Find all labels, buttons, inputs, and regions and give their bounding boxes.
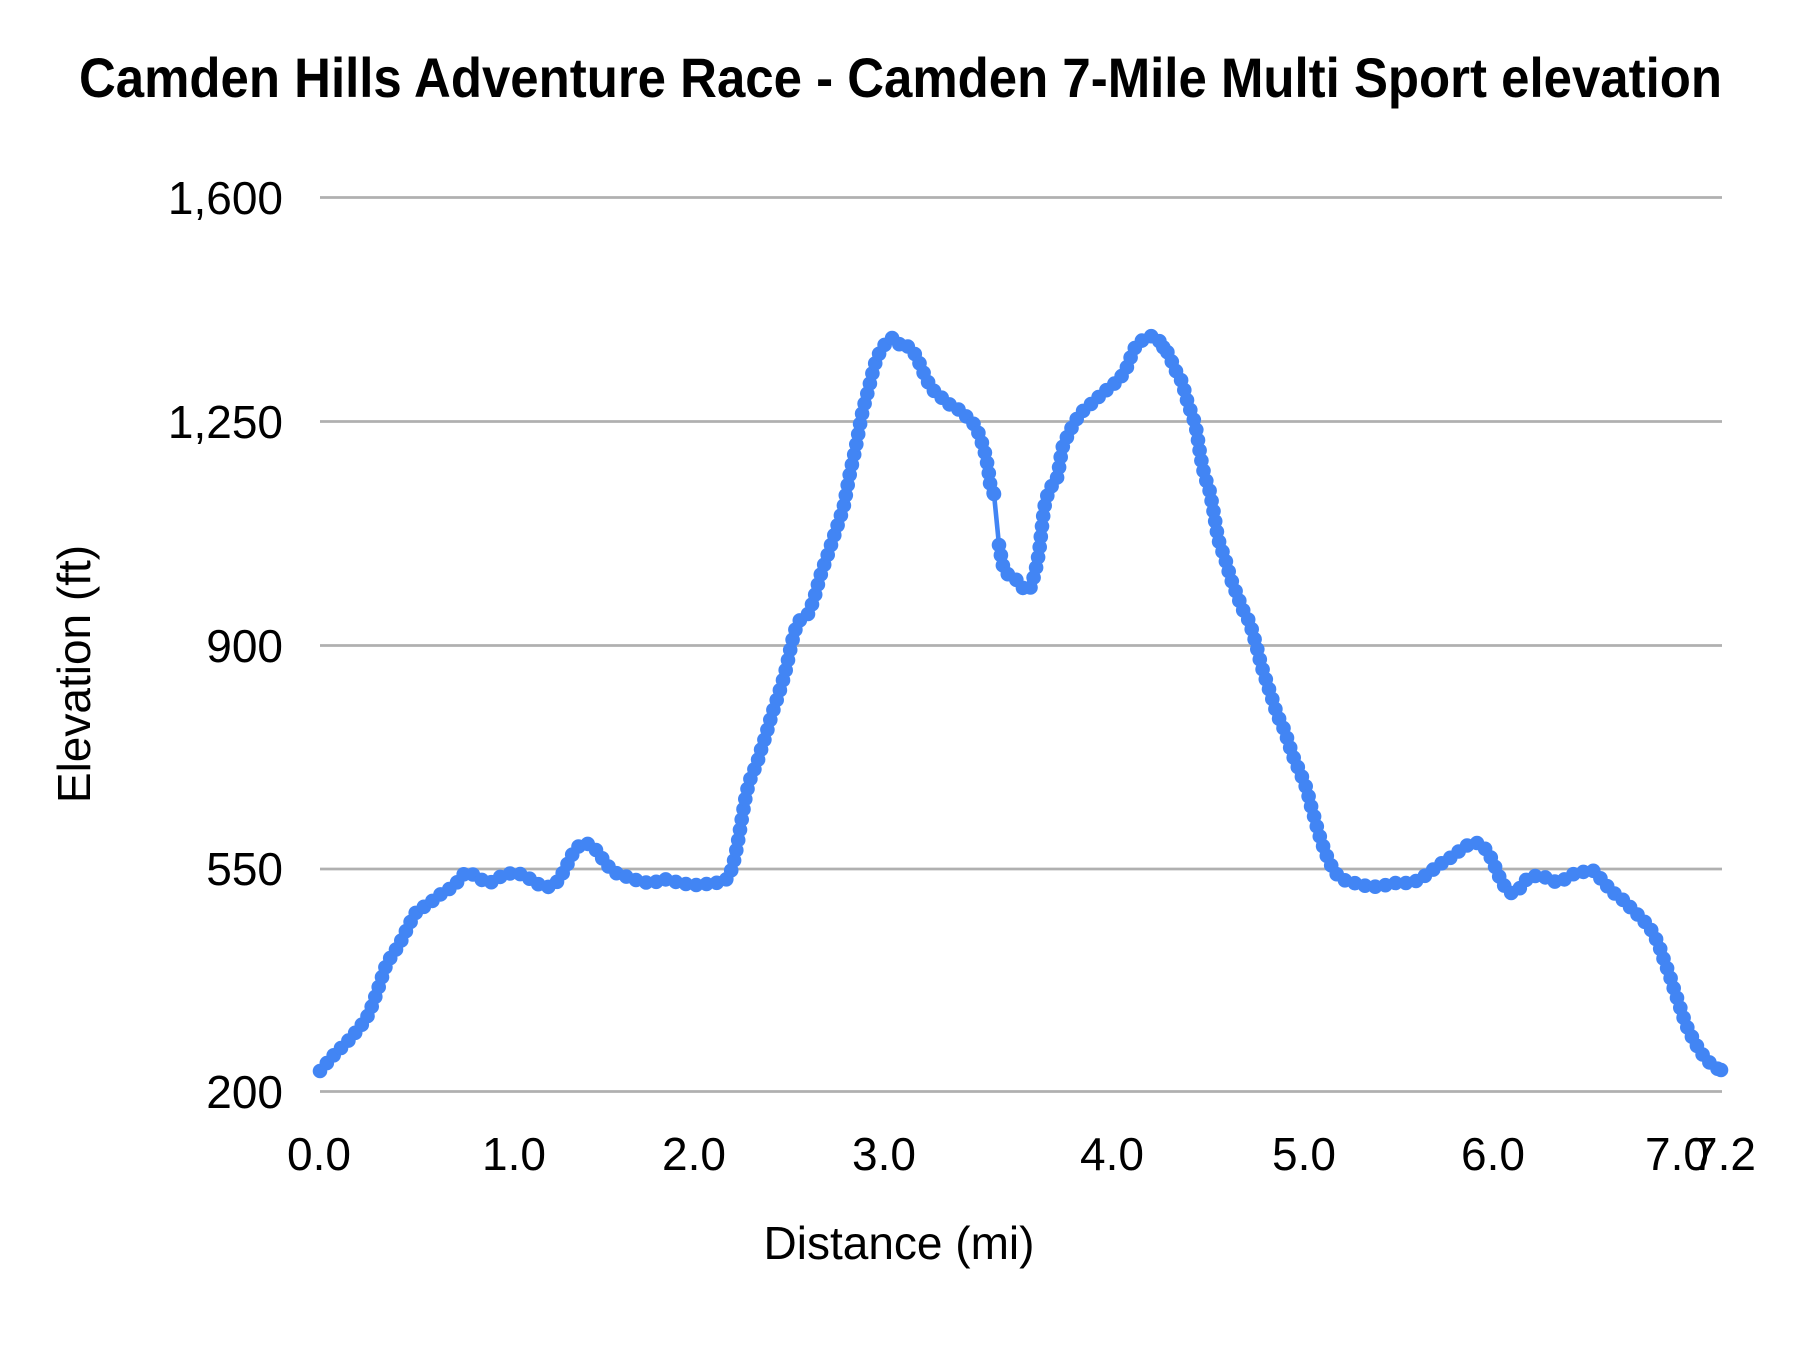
svg-text:200: 200 — [206, 1066, 283, 1118]
svg-text:900: 900 — [206, 620, 283, 672]
svg-text:550: 550 — [206, 843, 283, 895]
svg-text:1,600: 1,600 — [168, 172, 283, 224]
svg-text:Camden Hills Adventure Race -: Camden Hills Adventure Race - Camden 7-M… — [79, 46, 1722, 109]
svg-text:7.2: 7.2 — [1692, 1128, 1756, 1180]
svg-text:6.0: 6.0 — [1461, 1128, 1525, 1180]
svg-text:3.0: 3.0 — [852, 1128, 916, 1180]
svg-text:2.0: 2.0 — [662, 1128, 726, 1180]
svg-text:5.0: 5.0 — [1272, 1128, 1336, 1180]
svg-text:Elevation (ft): Elevation (ft) — [48, 545, 100, 803]
svg-text:1.0: 1.0 — [482, 1128, 546, 1180]
svg-text:4.0: 4.0 — [1080, 1128, 1144, 1180]
svg-text:7.0: 7.0 — [1645, 1128, 1709, 1180]
svg-text:1,250: 1,250 — [168, 396, 283, 448]
svg-text:Distance (mi): Distance (mi) — [764, 1217, 1035, 1269]
svg-text:0.0: 0.0 — [287, 1128, 351, 1180]
